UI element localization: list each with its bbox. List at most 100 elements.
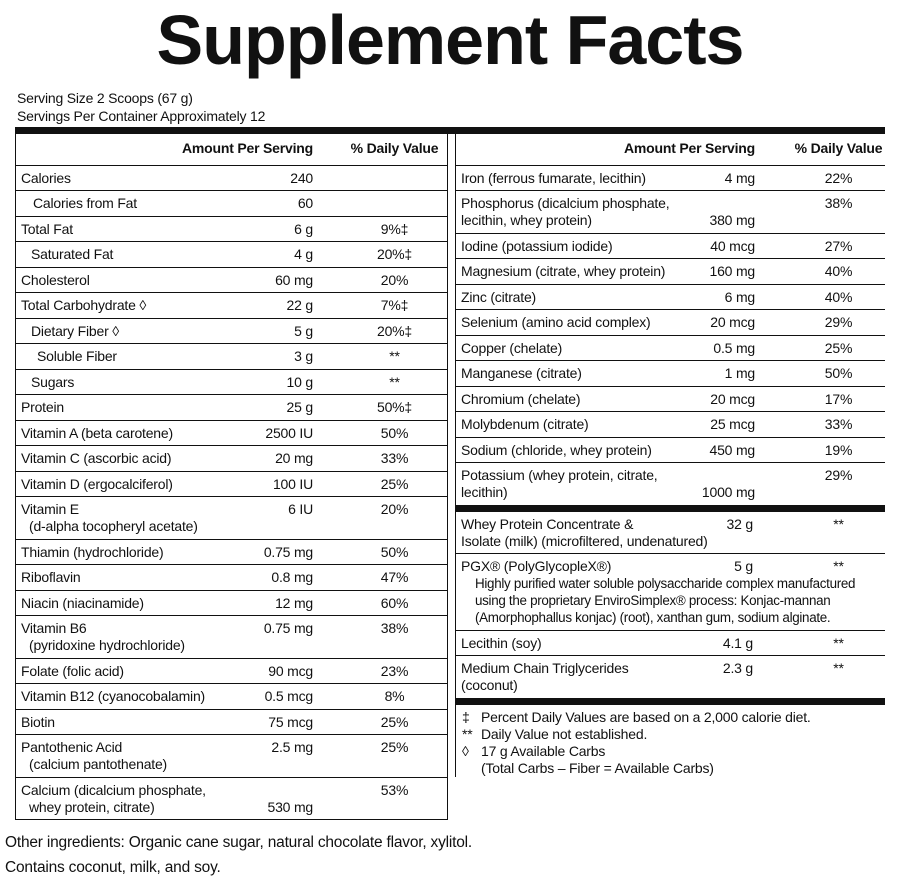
nutrient-name: Cholesterol (21, 271, 90, 288)
amount: 20 mcg (710, 314, 755, 330)
daily-value: 33% (380, 450, 409, 466)
nutrient-name: Copper (chelate) (461, 339, 563, 356)
amount: 10 g (286, 373, 314, 390)
daily-value: 19% (824, 441, 853, 458)
nutrient-name: Sodium (chloride, whey protein) (461, 441, 652, 458)
name-line: Vitamin B6 (21, 620, 87, 636)
daily-value: 20%‡ (376, 322, 412, 339)
footnote-text: Percent Daily Values are based on a 2,00… (481, 708, 811, 725)
serving-size: Serving Size 2 Scoops (67 g) (17, 90, 193, 106)
description-line: using the proprietary EnviroSimplex® pro… (475, 593, 831, 608)
amount: 100 IU (272, 475, 313, 492)
daily-value: 20% (380, 501, 409, 517)
right-table: Amount Per Serving % Daily Value Iron (fer… (455, 134, 885, 777)
amount: 0.5 mcg (264, 688, 314, 704)
daily-value: 25% (380, 713, 409, 730)
daily-value: 29% (824, 467, 853, 483)
nutrient-name: Molybdenum (citrate) (461, 416, 589, 432)
amount: 90 mcg (268, 662, 313, 679)
daily-value: 33% (824, 416, 853, 432)
nutrient-name: Calories from Fat (33, 195, 137, 211)
amount: 25 mcg (710, 416, 755, 432)
nutrient-row: Selenium (amino acid complex) 20 mcg 29% (456, 310, 885, 336)
name-line: Potassium (whey protein, citrate, (461, 467, 658, 483)
name-line: Whey Protein Concentrate & (461, 515, 634, 532)
amount: 1000 mg (701, 484, 755, 500)
nutrient-row: Iodine (potassium iodide) 40 mcg 27% (456, 234, 885, 259)
nutrient-row: Vitamin E (d-alpha tocopheryl acetate) 6 I… (16, 497, 447, 540)
amount-header: Amount Per Serving (182, 140, 313, 156)
nutrient-row: Vitamin B12 (cyanocobalamin) 0.5 mcg 8% (16, 684, 447, 710)
daily-value: 9%‡ (380, 220, 409, 237)
amount: 0.5 mg (713, 339, 755, 356)
nutrient-name: Calories (21, 169, 71, 186)
nutrient-row: Calcium (dicalcium phosphate, whey protei… (16, 778, 447, 820)
amount: 3 g (294, 348, 313, 364)
nutrient-name: Total Carbohydrate ◊ (21, 297, 147, 313)
footnote-symbol: ** (462, 725, 473, 742)
nutrient-row: Sugars 10 g ** (16, 370, 447, 395)
daily-value: 47% (380, 569, 409, 585)
nutrient-name: Zinc (citrate) (461, 288, 536, 305)
allergens: Contains coconut, milk, and soy. (5, 859, 221, 876)
daily-value: 23% (380, 662, 409, 679)
daily-value: 29% (824, 314, 853, 330)
name-line: Isolate (milk) (microfiltered, undenatur… (461, 532, 708, 549)
name-line: Phosphorus (dicalcium phosphate, (461, 195, 670, 211)
amount: 60 mg (275, 271, 313, 288)
nutrient-name: Iron (ferrous fumarate, lecithin) (461, 169, 646, 186)
amount: 160 mg (709, 263, 756, 279)
nutrient-name: Protein (21, 399, 64, 415)
nutrient-row: Soluble Fiber 3 g ** (16, 344, 447, 370)
nutrient-name: Calcium (dicalcium phosphate, whey protei… (21, 782, 447, 816)
amount: 0.75 mg (263, 543, 313, 560)
amount: 2.5 mg (271, 739, 313, 755)
amount: 32 g (726, 515, 754, 532)
nutrient-name: Soluble Fiber (37, 348, 117, 364)
nutrient-row: Dietary Fiber ◊ 5 g 20%‡ (16, 319, 447, 344)
nutrient-row: Niacin (niacinamide) 12 mg 60% (16, 591, 447, 616)
name-line: Medium Chain Triglycerides (461, 660, 629, 676)
name-line: Pantothenic Acid (21, 739, 123, 755)
daily-value: 50%‡ (376, 399, 412, 415)
amount: 2.3 g (722, 660, 753, 676)
nutrient-row: Phosphorus (dicalcium phosphate, lecithin… (456, 191, 885, 234)
nutrient-row: Thiamin (hydrochloride) 0.75 mg 50% (16, 540, 447, 565)
amount: 530 mg (267, 798, 314, 815)
nutrient-name: Thiamin (hydrochloride) (21, 543, 164, 560)
nutrient-name: Vitamin B12 (cyanocobalamin) (21, 688, 206, 704)
amount: 450 mg (709, 441, 756, 458)
nutrient-name: Riboflavin (21, 569, 81, 585)
nutrient-row: Vitamin D (ergocalciferol) 100 IU 25% (16, 472, 447, 497)
nutrient-row: Calories 240 (16, 166, 447, 191)
nutrient-row: Sodium (chloride, whey protein) 450 mg 19% (456, 438, 885, 463)
amount: 0.8 mg (271, 569, 313, 585)
nutrient-name: Vitamin C (ascorbic acid) (21, 450, 172, 466)
daily-value: 53% (380, 781, 409, 798)
amount: 0.75 mg (263, 620, 313, 636)
amount: 60 (297, 195, 313, 211)
footnote-symbol: ‡ (462, 708, 470, 725)
amount: 1 mg (724, 365, 756, 381)
nutrient-row: Vitamin C (ascorbic acid) 20 mg 33% (16, 446, 447, 472)
nutrient-name: Vitamin E (d-alpha tocopheryl acetate) (21, 501, 447, 535)
nutrient-name: Vitamin B6 (pyridoxine hydrochloride) (21, 620, 447, 654)
nutrient-name: Manganese (citrate) (461, 365, 582, 381)
nutrient-name: Magnesium (citrate, whey protein) (461, 263, 666, 279)
daily-value: 38% (380, 620, 409, 636)
nutrient-row: Vitamin A (beta carotene) 2500 IU 50% (16, 421, 447, 446)
title: Supplement Facts (156, 1, 745, 79)
nutrient-row: Copper (chelate) 0.5 mg 25% (456, 336, 885, 361)
amount: 20 mcg (710, 390, 755, 407)
nutrient-row: PGX® (PolyGlycopleX®) Highly purified wat… (456, 554, 885, 631)
amount: 5 g (734, 558, 753, 574)
amount: 2500 IU (265, 424, 313, 441)
nutrient-row: Folate (folic acid) 90 mcg 23% (16, 659, 447, 684)
amount: 380 mg (709, 212, 756, 228)
footnote-symbol: ◊ (462, 742, 469, 759)
nutrient-name: Vitamin D (ergocalciferol) (21, 475, 173, 492)
nutrient-name: Medium Chain Triglycerides (coconut) (461, 660, 885, 694)
nutrient-name: Total Fat (21, 220, 73, 237)
daily-value: ** (389, 348, 400, 364)
nutrient-name: Whey Protein Concentrate & Isolate (milk)… (461, 516, 885, 550)
